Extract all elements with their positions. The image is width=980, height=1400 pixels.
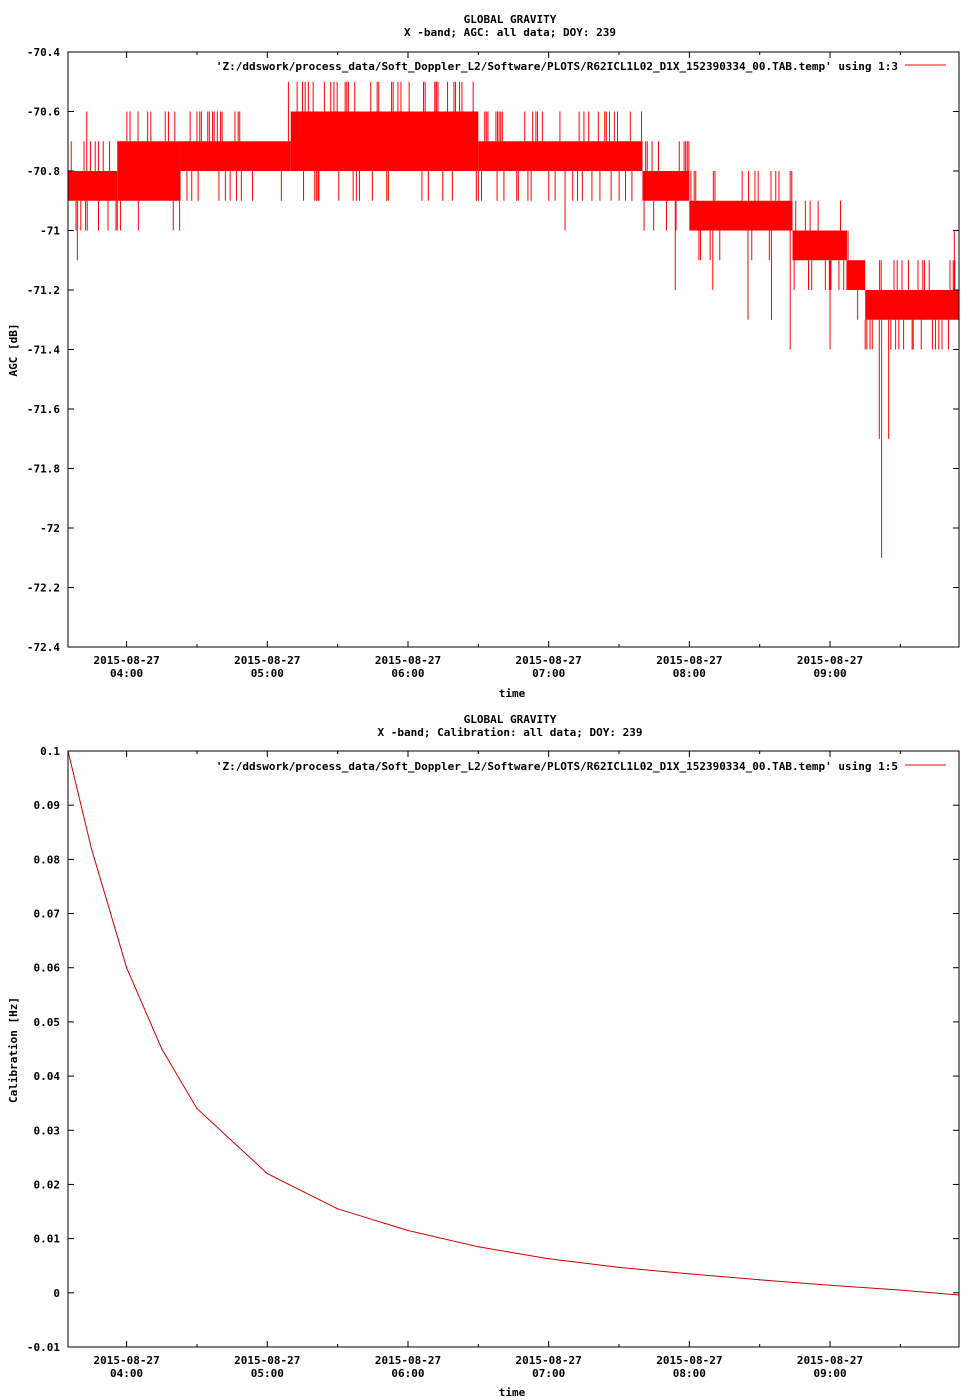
- calibration-x-axis-label: time: [499, 1386, 526, 1399]
- agc-chart-subtitle: X -band; AGC: all data; DOY: 239: [404, 26, 616, 39]
- agc-series: [68, 81, 959, 558]
- calibration-y-tick-label: 0.01: [34, 1233, 61, 1246]
- agc-y-tick-label: -71.2: [27, 284, 60, 297]
- agc-band-segment: [117, 141, 181, 201]
- calibration-series: [67, 750, 960, 1296]
- agc-x-tick-time: 06:00: [391, 667, 424, 680]
- agc-y-tick-label: -72.4: [27, 641, 60, 654]
- agc-x-axis-label: time: [499, 687, 526, 700]
- agc-x-tick-date: 2015-08-27: [234, 654, 300, 667]
- agc-chart-panel: GLOBAL GRAVITY X -band; AGC: all data; D…: [7, 13, 960, 700]
- calibration-point: [899, 1289, 901, 1291]
- calibration-y-tick-label: 0.07: [34, 908, 61, 921]
- calibration-legend-label: 'Z:/ddswork/process_data/Soft_Doppler_L2…: [216, 760, 898, 773]
- agc-legend-label: 'Z:/ddswork/process_data/Soft_Doppler_L2…: [216, 60, 898, 73]
- calibration-x-tick-time: 05:00: [251, 1367, 284, 1380]
- agc-y-tick-label: -71.8: [27, 463, 60, 476]
- agc-x-tick-date: 2015-08-27: [797, 654, 863, 667]
- calibration-legend: 'Z:/ddswork/process_data/Soft_Doppler_L2…: [216, 760, 946, 773]
- calibration-x-tick-date: 2015-08-27: [234, 1354, 300, 1367]
- calibration-point: [266, 1173, 268, 1175]
- agc-x-tick-date: 2015-08-27: [375, 654, 441, 667]
- calibration-point: [196, 1108, 198, 1110]
- calibration-point: [161, 1048, 163, 1050]
- agc-y-axis-label: AGC [dB]: [7, 324, 20, 377]
- calibration-y-tick-label: 0.08: [34, 853, 61, 866]
- agc-x-tick-time: 04:00: [110, 667, 143, 680]
- calibration-point: [477, 1246, 479, 1248]
- agc-x-tick-date: 2015-08-27: [516, 654, 582, 667]
- calibration-chart-panel: GLOBAL GRAVITY X -band; Calibration: all…: [7, 713, 960, 1399]
- calibration-y-tick-label: 0.05: [34, 1016, 61, 1029]
- calibration-y-tick-label: 0.1: [40, 745, 60, 758]
- calibration-x-tick-date: 2015-08-27: [516, 1354, 582, 1367]
- agc-chart-title: GLOBAL GRAVITY: [464, 13, 557, 26]
- agc-band-segment: [689, 200, 793, 231]
- agc-band-segment: [180, 141, 291, 171]
- calibration-x-tick-time: 09:00: [813, 1367, 846, 1380]
- agc-x-tick-time: 09:00: [813, 667, 846, 680]
- calibration-point: [407, 1229, 409, 1232]
- calibration-x-tick-time: 07:00: [532, 1367, 565, 1380]
- agc-legend: 'Z:/ddswork/process_data/Soft_Doppler_L2…: [216, 60, 946, 73]
- calibration-axis-ticks: 0.1 0.09 0.08 0.07 0.06 0.05 0.04 0.03 0.02 0.01 0…: [27, 745, 959, 1380]
- agc-x-tick-time: 08:00: [673, 667, 706, 680]
- agc-x-tick-date: 2015-08-27: [656, 654, 722, 667]
- calibration-y-axis-label: Calibration [Hz]: [7, 997, 20, 1103]
- calibration-x-tick-date: 2015-08-27: [94, 1354, 160, 1367]
- calibration-x-tick-date: 2015-08-27: [375, 1354, 441, 1367]
- calibration-point: [829, 1284, 831, 1286]
- calibration-point: [618, 1266, 620, 1268]
- agc-band-segment: [865, 290, 959, 320]
- agc-x-tick-date: 2015-08-27: [94, 654, 160, 667]
- agc-x-tick-time: 05:00: [251, 667, 284, 680]
- calibration-y-tick-label: 0.03: [34, 1124, 61, 1137]
- calibration-y-tick-label: 0.06: [34, 962, 61, 975]
- calibration-y-tick-label: 0: [53, 1287, 60, 1300]
- calibration-x-tick-date: 2015-08-27: [656, 1354, 722, 1367]
- calibration-point: [126, 967, 128, 969]
- calibration-point: [548, 1258, 550, 1260]
- agc-band-segment: [68, 171, 118, 201]
- agc-y-tick-label: -72: [40, 522, 60, 535]
- calibration-point: [688, 1273, 690, 1275]
- calibration-x-tick-time: 04:00: [110, 1367, 143, 1380]
- calibration-point: [337, 1208, 339, 1210]
- agc-band-segment: [478, 141, 643, 171]
- agc-y-tick-label: -71.4: [27, 344, 60, 357]
- agc-y-tick-label: -71.6: [27, 403, 60, 416]
- agc-band-segment: [792, 230, 847, 261]
- calibration-point: [759, 1279, 761, 1281]
- calibration-x-tick-time: 06:00: [391, 1367, 424, 1380]
- agc-band-segment: [290, 111, 479, 171]
- calibration-plot-frame: [67, 750, 960, 1348]
- agc-y-tick-label: -72.2: [27, 582, 60, 595]
- calibration-chart-title: GLOBAL GRAVITY: [464, 713, 557, 726]
- calibration-series-line: [67, 750, 960, 1296]
- calibration-x-tick-time: 08:00: [673, 1367, 706, 1380]
- agc-axis-ticks: -70.4 -70.6 -70.8 -71 -71.2 -71.4 -71.6 -71.8 -7…: [27, 46, 959, 680]
- calibration-y-tick-label: 0.04: [34, 1070, 61, 1083]
- agc-y-tick-label: -70.6: [27, 106, 60, 119]
- calibration-chart-subtitle: X -band; Calibration: all data; DOY: 239: [378, 726, 643, 739]
- calibration-y-tick-label: 0.09: [34, 799, 61, 812]
- calibration-y-tick-label: -0.01: [27, 1341, 60, 1354]
- agc-y-tick-label: -70.8: [27, 165, 60, 178]
- agc-x-tick-time: 07:00: [532, 667, 565, 680]
- calibration-point: [90, 847, 93, 850]
- agc-band-segment: [846, 260, 866, 290]
- agc-y-tick-label: -70.4: [27, 46, 60, 59]
- agc-band-segment: [642, 171, 690, 201]
- calibration-x-tick-date: 2015-08-27: [797, 1354, 863, 1367]
- calibration-y-tick-label: 0.02: [34, 1178, 61, 1191]
- agc-y-tick-label: -71: [40, 225, 60, 238]
